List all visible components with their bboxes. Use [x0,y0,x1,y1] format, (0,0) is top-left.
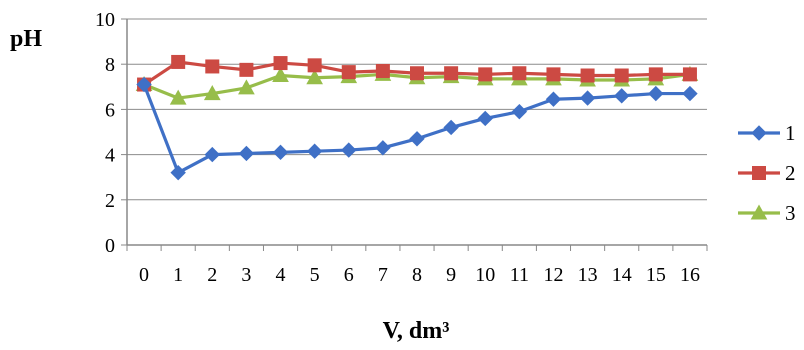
series-2-point [341,65,356,80]
series-1-point [443,119,459,136]
axes [126,19,707,246]
legend: 1 2 3 [738,121,796,225]
series-1-point [409,131,425,147]
legend-marker [750,204,768,220]
series-1-point [375,140,391,156]
x-tick-label: 4 [276,264,286,286]
series-1-point [306,143,323,159]
series-3-point [306,69,323,85]
y-tick-label: 0 [105,235,115,257]
series-1-point [648,85,664,102]
x-tick-label: 11 [510,264,529,286]
legend-item-1: 1 [738,121,796,145]
series-1-point [170,164,186,181]
legend-label: 3 [785,201,796,225]
series-2-point [478,67,493,82]
legend-item-3: 3 [738,201,796,225]
x-tick-label: 16 [680,264,700,286]
series-2-point [273,56,288,71]
legend-marker [751,125,767,141]
series-group [135,54,699,181]
x-axis-title: V, dm³ [383,318,450,344]
series-1-point [238,145,255,162]
y-axis-title: pH [10,26,42,52]
x-tick-label: 14 [612,264,632,286]
legend-item-2: 2 [738,161,796,185]
series-1 [136,76,698,181]
series-2-point [239,62,254,77]
x-tick-label: 5 [310,264,320,286]
y-tick-labels: 0 2 4 6 8 10 [95,9,115,257]
x-tick-label: 7 [378,264,388,286]
series-2-point [648,67,663,82]
y-tick-label: 4 [105,145,115,167]
x-tick-label: 0 [139,264,149,286]
x-tick-label: 13 [578,264,598,286]
series-1-point [511,103,528,120]
series-2-point [682,67,697,82]
series-1-point [613,88,630,104]
series-2-point [614,68,629,83]
series-2 [137,54,697,92]
series-1-point [341,142,357,158]
legend-label: 1 [785,121,796,145]
series-1-point [682,85,698,102]
series-1-point [204,146,221,163]
x-tick-label: 2 [207,264,217,286]
series-1-point [545,91,562,107]
series-1-line [142,83,690,175]
x-tick-label: 3 [241,264,251,286]
series-2-point [375,63,390,78]
series-2-point [546,67,561,82]
series-3-point [203,85,221,101]
y-tick-label: 8 [105,54,115,76]
series-2-point [580,68,595,83]
x-tick-label: 8 [412,264,422,286]
x-tick-label: 1 [173,264,183,286]
series-2-point [410,66,424,81]
x-tick-label: 12 [543,264,563,286]
series-1-point [579,90,596,106]
x-tick-label: 15 [646,264,666,286]
y-tick-label: 10 [95,9,115,31]
gridlines [121,18,707,246]
x-tick-labels: 0 1 2 3 4 5 6 7 8 9 10 11 12 13 14 15 16 [126,245,708,286]
series-2-point [171,54,186,69]
series-3-point [238,79,255,95]
x-tick-label: 6 [344,264,354,286]
y-tick-label: 2 [105,190,115,212]
series-2-point [307,58,322,73]
series-1-point [272,144,289,161]
series-1-point [477,110,493,127]
series-2-point [512,66,527,81]
x-tick-label: 9 [446,264,456,286]
series-3-point [169,89,187,105]
series-2-point [205,59,220,74]
series-2-point [444,66,459,81]
legend-marker [752,166,766,180]
x-tick-label: 10 [475,264,495,286]
series-1-point [136,76,152,93]
series-3-point [272,66,289,82]
legend-label: 2 [785,161,796,185]
y-tick-label: 6 [105,99,115,121]
